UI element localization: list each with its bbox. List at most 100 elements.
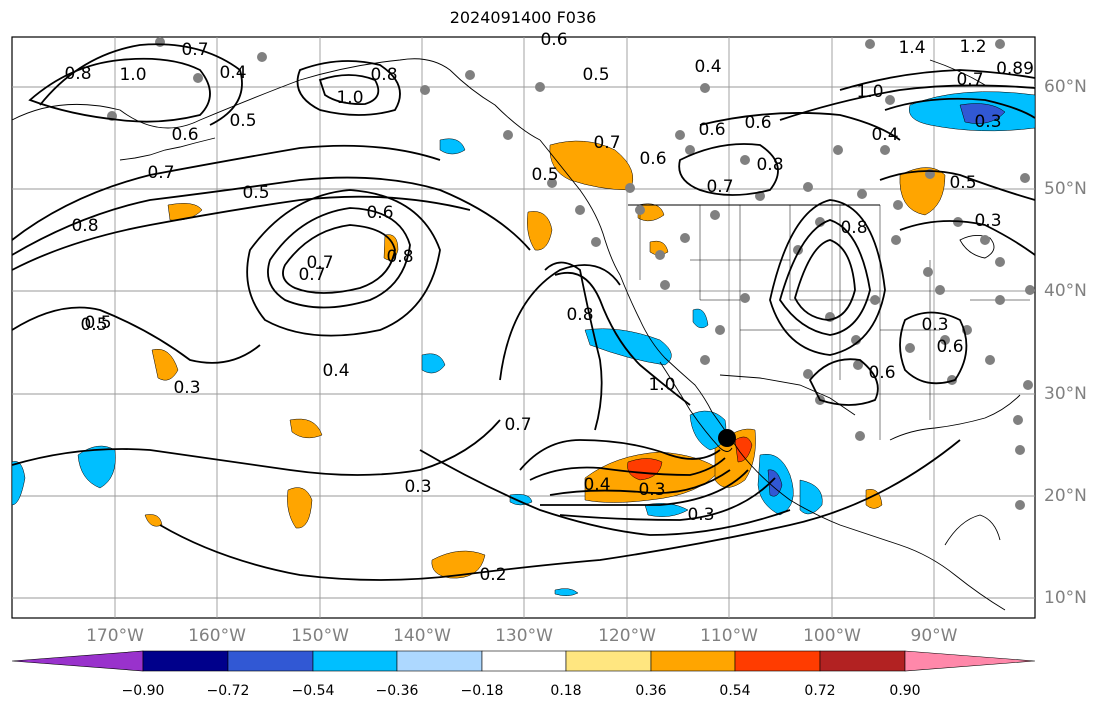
contour-label: 1.0 bbox=[856, 82, 883, 102]
contour-label: 0.2 bbox=[479, 565, 506, 585]
station-dot bbox=[660, 280, 670, 290]
contour-label: 0.3 bbox=[921, 315, 948, 335]
colorbar-tick: −0.36 bbox=[375, 683, 419, 699]
contour-label: 0.4 bbox=[219, 63, 246, 83]
colorbar-swatch bbox=[734, 650, 821, 672]
colorbar-tick: 0.72 bbox=[804, 683, 836, 699]
station-dot bbox=[855, 431, 865, 441]
colorbar-tick: 0.18 bbox=[550, 683, 582, 699]
station-dot bbox=[833, 145, 843, 155]
contour-label: 0.5 bbox=[531, 165, 558, 185]
patch-darkblue bbox=[959, 103, 1006, 124]
station-dot bbox=[935, 285, 945, 295]
coastlines bbox=[11, 58, 1021, 611]
aleutian-chain bbox=[119, 137, 216, 161]
station-dot bbox=[1015, 500, 1025, 510]
station-dot bbox=[980, 235, 990, 245]
contour-label: 0.6 bbox=[366, 203, 393, 223]
lon-label: 140°W bbox=[393, 626, 451, 646]
contour-label: 0.3 bbox=[404, 477, 431, 497]
station-dot bbox=[503, 130, 513, 140]
contour-label: 0.5 bbox=[582, 65, 609, 85]
contour-label: 0.5 bbox=[84, 313, 111, 333]
station-dot bbox=[995, 39, 1005, 49]
gridlines bbox=[12, 37, 1035, 618]
colorbar-tick: −0.72 bbox=[206, 683, 250, 699]
colorbar-tick: 0.54 bbox=[719, 683, 751, 699]
station-dot bbox=[1023, 380, 1033, 390]
contour-label: 0.7 bbox=[181, 40, 208, 60]
alaska-coast bbox=[11, 58, 541, 141]
station-dot bbox=[155, 37, 165, 47]
patch-blue bbox=[11, 461, 26, 506]
lat-label: 40°N bbox=[1044, 281, 1087, 301]
colorbar-swatch bbox=[312, 650, 398, 672]
contour-label: 1.0 bbox=[119, 65, 146, 85]
station-dot bbox=[1015, 445, 1025, 455]
lat-label: 50°N bbox=[1044, 179, 1087, 199]
map-frame bbox=[11, 36, 1036, 619]
colorbar-swatch bbox=[650, 650, 736, 672]
colorbar-swatch bbox=[142, 650, 229, 672]
contour-label: 0.7 bbox=[593, 133, 620, 153]
gulf-coast bbox=[889, 394, 1021, 441]
colorbar-swatch bbox=[11, 650, 144, 672]
station-dot bbox=[905, 343, 915, 353]
contour-label: 0.8 bbox=[386, 247, 413, 267]
colorbar-tick: 0.36 bbox=[635, 683, 667, 699]
contour-label: 0.8 bbox=[370, 65, 397, 85]
shaded-anomalies bbox=[11, 91, 1036, 596]
colorbar-tick: 0.90 bbox=[889, 683, 921, 699]
contour-label: 0.6 bbox=[868, 363, 895, 383]
contour-label: 0.6 bbox=[171, 125, 198, 145]
bc-coast bbox=[539, 139, 621, 276]
yucatan bbox=[944, 514, 1001, 546]
lat-label: 10°N bbox=[1044, 588, 1087, 608]
station-dot bbox=[853, 360, 863, 370]
baja-california bbox=[659, 361, 733, 452]
station-dot bbox=[193, 73, 203, 83]
contour-label: 0.89 bbox=[996, 59, 1034, 79]
colorbar-swatch bbox=[481, 650, 567, 672]
station-dot bbox=[940, 335, 950, 345]
station-dot bbox=[680, 233, 690, 243]
contour-label: 1.0 bbox=[648, 375, 675, 395]
colorbar-tick: −0.90 bbox=[121, 683, 165, 699]
station-dot bbox=[535, 82, 545, 92]
contour-label: 0.5 bbox=[242, 183, 269, 203]
contour-label: 0.8 bbox=[64, 64, 91, 84]
patch-red bbox=[734, 436, 753, 463]
patch-blue bbox=[439, 138, 466, 155]
station-dot bbox=[420, 85, 430, 95]
lon-label: 120°W bbox=[598, 626, 656, 646]
contour-label: 0.7 bbox=[147, 163, 174, 183]
patch-blue bbox=[509, 494, 533, 506]
lon-label: 130°W bbox=[495, 626, 553, 646]
contour-label: 0.6 bbox=[540, 30, 567, 50]
contour-label: 1.2 bbox=[959, 37, 986, 57]
patch-darkblue bbox=[767, 469, 783, 497]
station-dot bbox=[885, 95, 895, 105]
contour-label: 0.4 bbox=[694, 57, 721, 77]
patch-orange bbox=[287, 487, 313, 529]
contour-label: 0.4 bbox=[322, 361, 349, 381]
station-dot bbox=[995, 295, 1005, 305]
contour-label: 0.6 bbox=[936, 337, 963, 357]
station-dot bbox=[1025, 285, 1035, 295]
colorbar-tick: −0.54 bbox=[291, 683, 335, 699]
patch-orange bbox=[144, 514, 163, 527]
contour-label: 0.8 bbox=[840, 218, 867, 238]
colorbar-swatch bbox=[396, 650, 483, 672]
contour-label: 1.4 bbox=[898, 38, 925, 58]
state-lines bbox=[639, 205, 1030, 440]
contour-label: 0.6 bbox=[639, 149, 666, 169]
contour-label: 0.8 bbox=[566, 305, 593, 325]
map-title: 2024091400 F036 bbox=[449, 8, 597, 27]
station-dot bbox=[740, 155, 750, 165]
station-dot bbox=[803, 182, 813, 192]
contour-label: 0.7 bbox=[306, 253, 333, 273]
station-dot bbox=[857, 189, 867, 199]
station-dot bbox=[995, 257, 1005, 267]
station-dot bbox=[865, 39, 875, 49]
